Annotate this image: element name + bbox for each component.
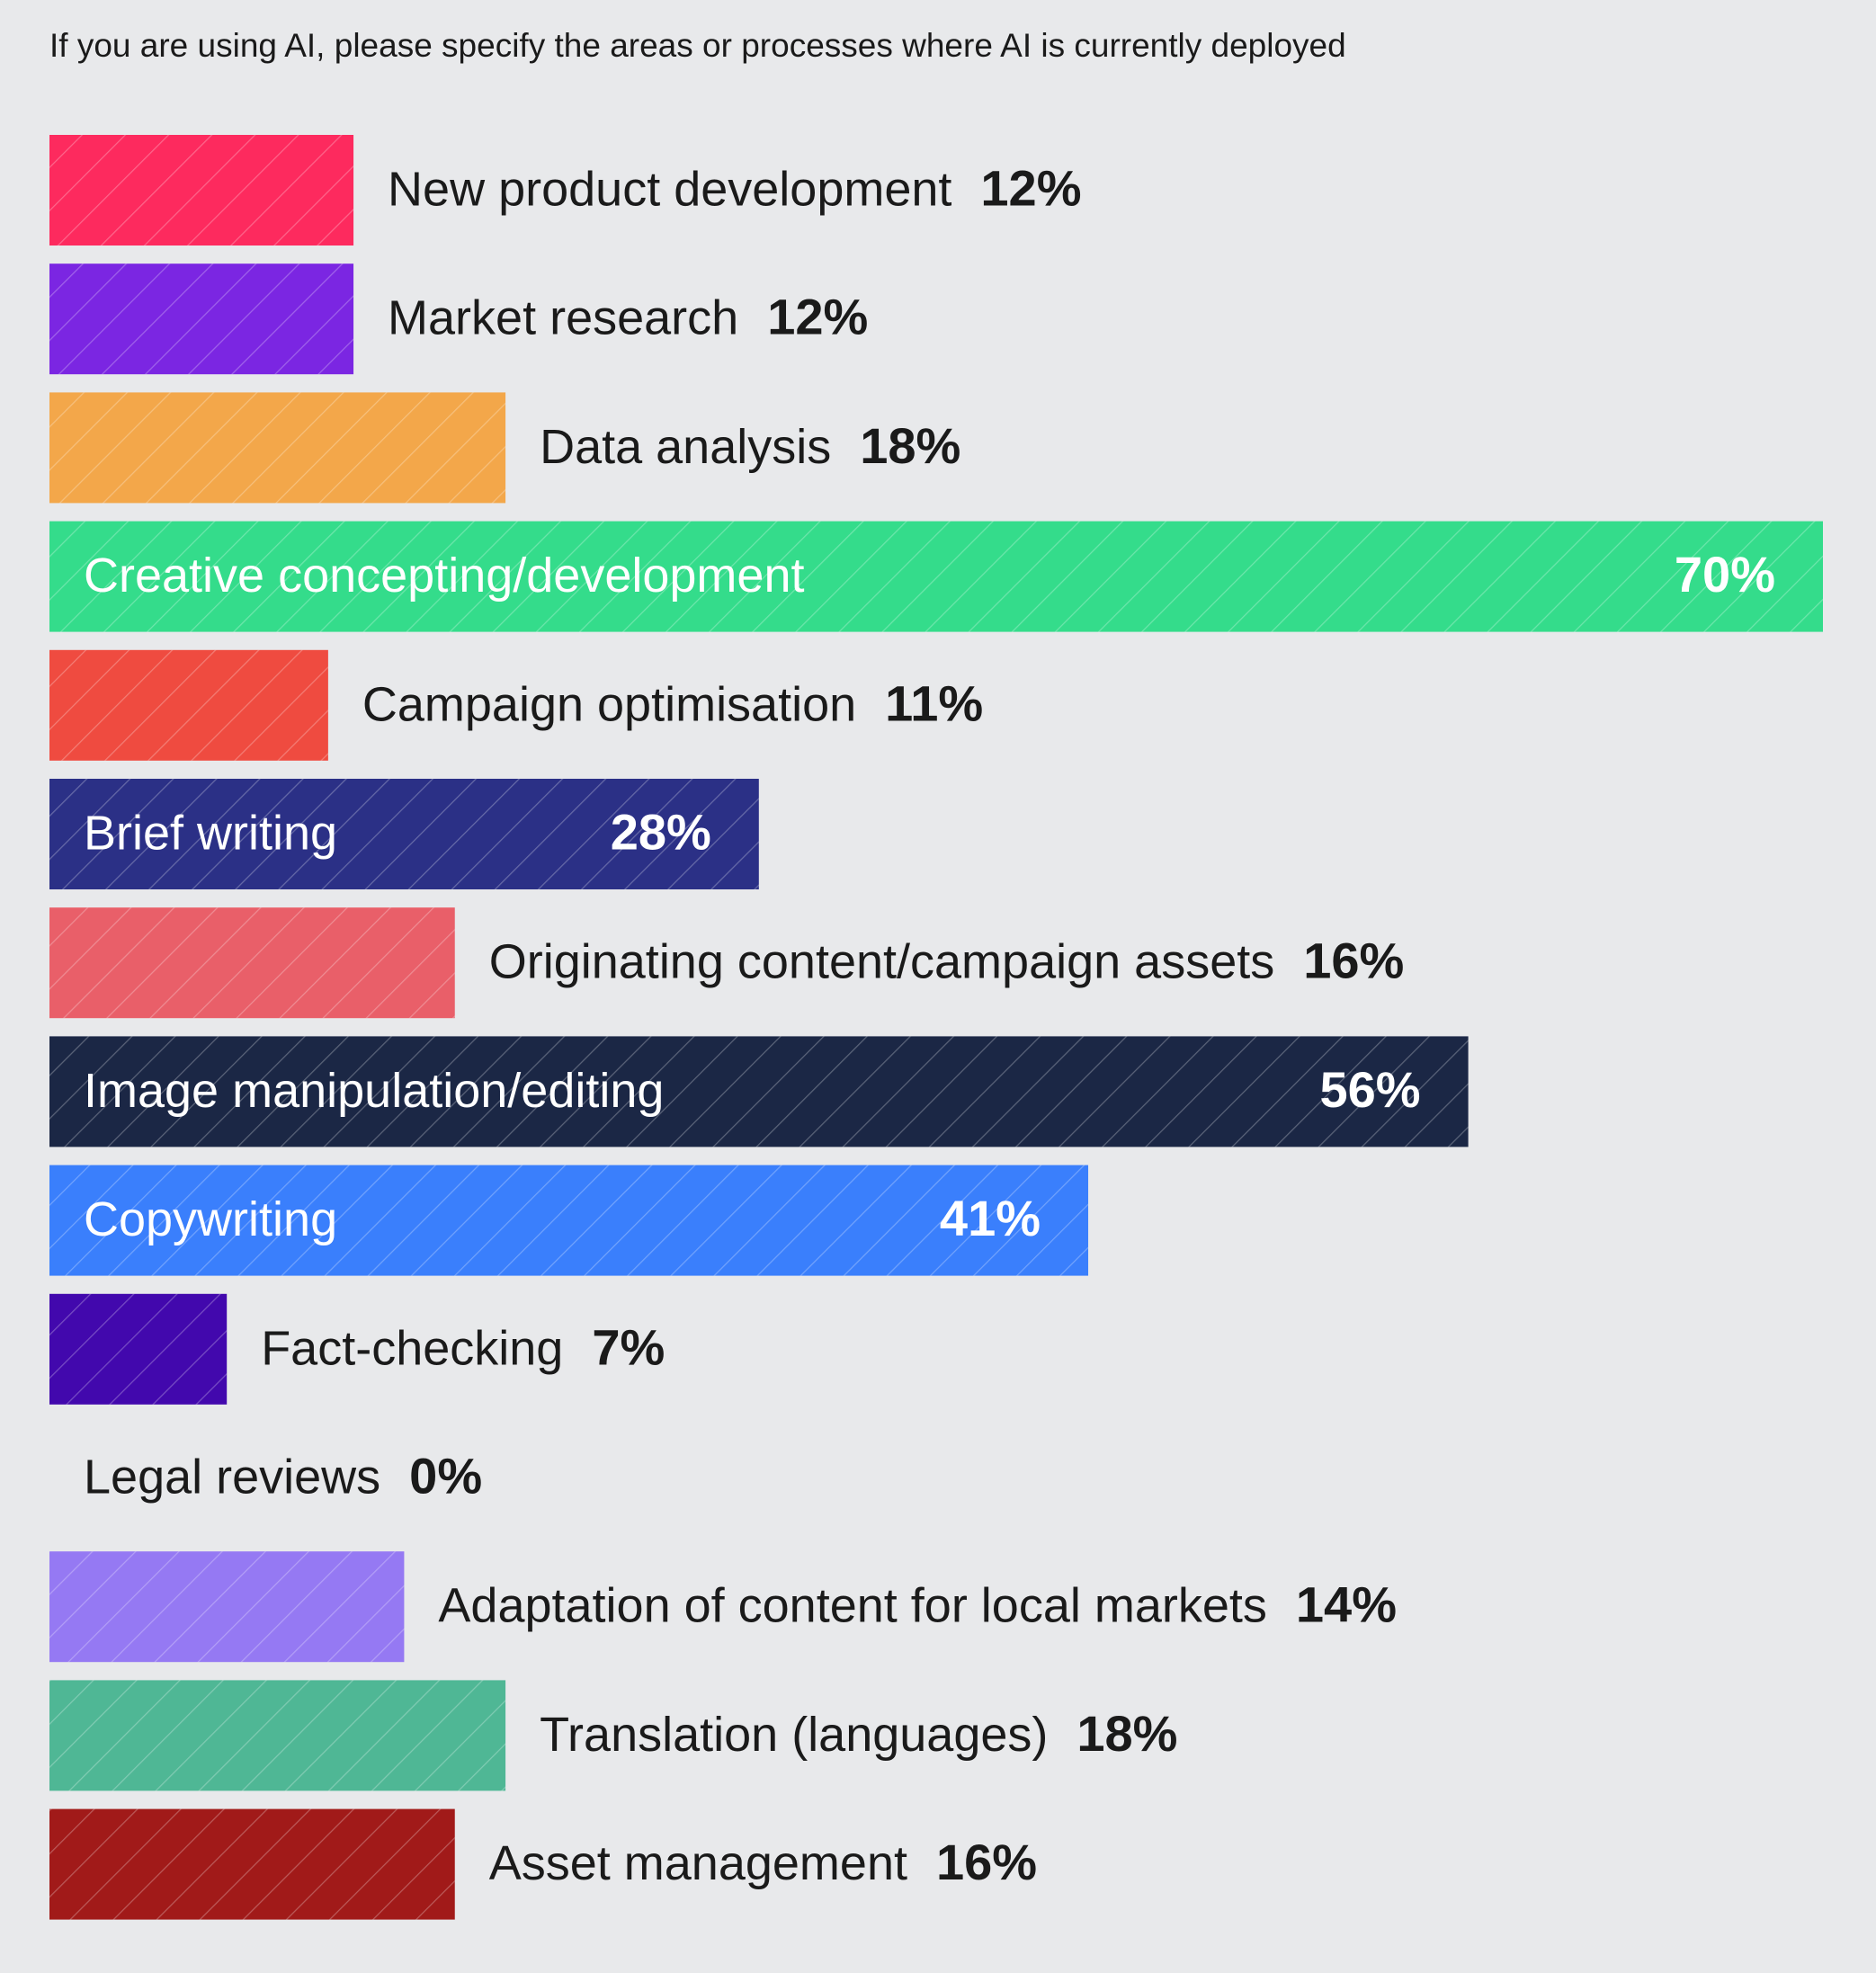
value-label-10: 0% [409, 1448, 482, 1504]
value-label-8: 41% [940, 1190, 1041, 1246]
bar-hatch-0 [49, 135, 354, 246]
value-label-13: 16% [936, 1834, 1037, 1890]
category-label-0: New product development [388, 163, 951, 217]
chart-title: If you are using AI, please specify the … [49, 27, 1346, 64]
bar-hatch-3 [49, 521, 1823, 632]
value-label-4: 11% [885, 674, 983, 731]
value-label-1: 12% [767, 289, 868, 345]
bar-hatch-13 [49, 1808, 455, 1920]
bar-hatch-1 [49, 263, 354, 375]
value-label-9: 7% [592, 1318, 665, 1375]
bar-hatch-7 [49, 1036, 1469, 1147]
category-label-11: Adaptation of content for local markets [438, 1579, 1267, 1633]
bars-group: New product development 12% Market researc… [49, 135, 1823, 1920]
bar-hatch-6 [49, 907, 455, 1019]
bar-hatch-2 [49, 392, 506, 504]
category-label-10: Legal reviews [84, 1451, 380, 1504]
bar-hatch-11 [49, 1551, 405, 1663]
category-label-4: Campaign optimisation [362, 677, 856, 731]
category-label-8: Copywriting [84, 1192, 337, 1246]
category-label-9: Fact-checking [261, 1321, 563, 1375]
value-label-0: 12% [980, 160, 1081, 217]
value-label-6: 16% [1303, 933, 1404, 989]
value-label-2: 18% [860, 417, 960, 474]
category-label-13: Asset management [489, 1836, 907, 1890]
bar-hatch-4 [49, 649, 328, 761]
category-label-12: Translation (languages) [540, 1708, 1048, 1762]
category-label-3: Creative concepting/development [84, 549, 804, 603]
bar-hatch-9 [49, 1293, 228, 1405]
bar-hatch-8 [49, 1165, 1089, 1276]
bar-hatch-12 [49, 1680, 506, 1791]
category-label-6: Originating content/campaign assets [489, 935, 1275, 989]
category-label-1: Market research [388, 291, 738, 345]
value-label-11: 14% [1296, 1576, 1397, 1633]
category-label-5: Brief writing [84, 807, 337, 861]
value-label-3: 70% [1675, 546, 1775, 603]
value-label-5: 28% [611, 804, 711, 861]
bar-hatch-5 [49, 779, 759, 889]
category-label-7: Image manipulation/editing [84, 1064, 664, 1118]
value-label-7: 56% [1320, 1061, 1421, 1118]
value-label-12: 18% [1076, 1705, 1177, 1762]
category-label-2: Data analysis [540, 420, 831, 474]
